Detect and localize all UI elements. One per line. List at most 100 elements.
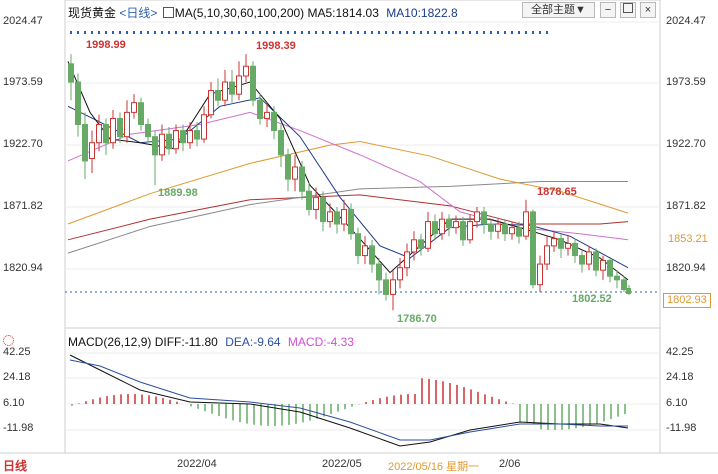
macd-y-left-2: 6.10 <box>3 397 25 409</box>
candle-body-64 <box>516 227 522 237</box>
candle-body-3 <box>89 142 95 159</box>
candle-body-27 <box>257 99 263 119</box>
period-switch[interactable]: 日线 <box>3 459 28 473</box>
candle-body-26 <box>250 65 256 101</box>
event-dot-14 <box>168 31 170 34</box>
current-price-box: 1802.93 <box>663 293 711 308</box>
event-dot-31 <box>287 31 289 34</box>
event-dot-64 <box>518 31 520 34</box>
event-dot-27 <box>259 31 261 34</box>
candle-body-4 <box>96 124 102 144</box>
annotation-low-2: 1786.70 <box>397 313 437 325</box>
event-dot-38 <box>336 31 338 34</box>
candle-body-69 <box>551 238 557 247</box>
theme-select-button[interactable]: 全部主题▼ <box>522 2 595 18</box>
close-button[interactable]: × <box>640 2 656 18</box>
event-dot-63 <box>511 31 513 34</box>
chart-header: 现货黄金 <日线> MA(5,10,30,60,100,200) MA5:181… <box>68 4 458 21</box>
event-dot-30 <box>280 31 282 34</box>
y-label-right-3: 1871.82 <box>666 200 706 212</box>
annotation-high-3: 1878.65 <box>537 186 577 198</box>
event-dot-58 <box>476 31 478 34</box>
ma30-line <box>67 111 629 241</box>
event-dot-59 <box>483 31 485 34</box>
candle-body-35 <box>313 196 319 210</box>
candle-body-15 <box>173 130 179 150</box>
event-dot-61 <box>497 31 499 34</box>
candle-body-36 <box>320 196 326 223</box>
event-dot-11 <box>147 31 149 34</box>
ma100-line <box>67 181 628 254</box>
close-icon: × <box>644 4 652 16</box>
candle-body-53 <box>439 218 445 235</box>
event-dot-28 <box>266 31 268 34</box>
event-dot-67 <box>539 31 541 34</box>
event-dot-10 <box>140 31 142 34</box>
macd-value: MACD:-4.33 <box>287 335 354 349</box>
period-tag[interactable]: <日线> <box>119 6 158 20</box>
candle-body-40 <box>348 208 354 235</box>
event-dot-62 <box>504 31 506 34</box>
macd-y-right-1: 24.18 <box>666 371 694 383</box>
ma-toggle-icon[interactable] <box>162 7 174 18</box>
event-dot-5 <box>105 31 107 34</box>
event-dot-44 <box>378 31 380 34</box>
event-dot-9 <box>133 31 135 34</box>
event-dot-65 <box>525 31 527 34</box>
macd-y-left-0: 42.25 <box>3 346 31 358</box>
x-label-may: 2022/05 <box>322 458 362 470</box>
price-panel-frame <box>64 0 661 329</box>
macd-close-icon[interactable] <box>3 335 14 346</box>
candle-body-57 <box>467 221 473 241</box>
event-dot-29 <box>273 31 275 34</box>
annotation-low-1: 1889.98 <box>158 187 198 199</box>
x-cursor-date: 2022/05/16 星期一 <box>388 461 480 473</box>
macd-y-left-1: 24.18 <box>3 371 31 383</box>
y-label-right-1: 1973.59 <box>666 76 706 88</box>
settings-button[interactable] <box>620 2 636 18</box>
candle-body-52 <box>432 221 438 235</box>
candle-body-11 <box>145 124 151 138</box>
candle-body-25 <box>243 65 249 77</box>
candle-body-42 <box>362 245 368 257</box>
x-label-apr: 2022/04 <box>177 458 217 470</box>
candle-body-47 <box>397 267 403 281</box>
candle-body-39 <box>341 208 347 225</box>
candle-body-79 <box>621 279 627 291</box>
instrument-name: 现货黄金 <box>68 6 117 20</box>
candle-body-9 <box>131 102 137 113</box>
candle-body-13 <box>159 133 165 156</box>
minimize-button[interactable]: − <box>600 2 616 18</box>
candle-body-21 <box>215 90 221 101</box>
candle-body-67 <box>537 263 543 286</box>
y-label-right-0: 2024.47 <box>666 15 706 27</box>
y-label-left-0: 2024.47 <box>3 15 43 27</box>
macd-diff: DIFF:-11.80 <box>154 335 218 349</box>
event-dot-36 <box>322 31 324 34</box>
event-dot-26 <box>252 31 254 34</box>
candle-body-66 <box>530 211 536 286</box>
candle-body-24 <box>236 75 242 95</box>
event-dot-56 <box>462 31 464 34</box>
macd-y-right-3: -11.98 <box>666 422 697 434</box>
candle-body-44 <box>376 263 382 281</box>
macd-params: MACD(26,12,9) <box>68 335 152 349</box>
candle-body-77 <box>607 259 613 277</box>
y-label-right-4: 1820.94 <box>666 262 706 274</box>
candle-body-20 <box>208 90 214 116</box>
candle-body-33 <box>299 166 305 192</box>
candle-body-30 <box>278 130 284 156</box>
macd-dea: DEA:-9.64 <box>225 335 281 349</box>
candle-body-16 <box>180 130 186 144</box>
candle-body-58 <box>474 211 480 223</box>
candle-body-73 <box>579 255 585 265</box>
grid-icon <box>623 3 633 13</box>
event-dot-34 <box>308 31 310 34</box>
event-dot-35 <box>315 31 317 34</box>
candle-body-29 <box>271 111 277 132</box>
candle-body-41 <box>355 233 361 257</box>
event-dot-66 <box>532 31 534 34</box>
event-dot-2 <box>84 31 86 34</box>
y-label-left-3: 1871.82 <box>3 200 43 212</box>
